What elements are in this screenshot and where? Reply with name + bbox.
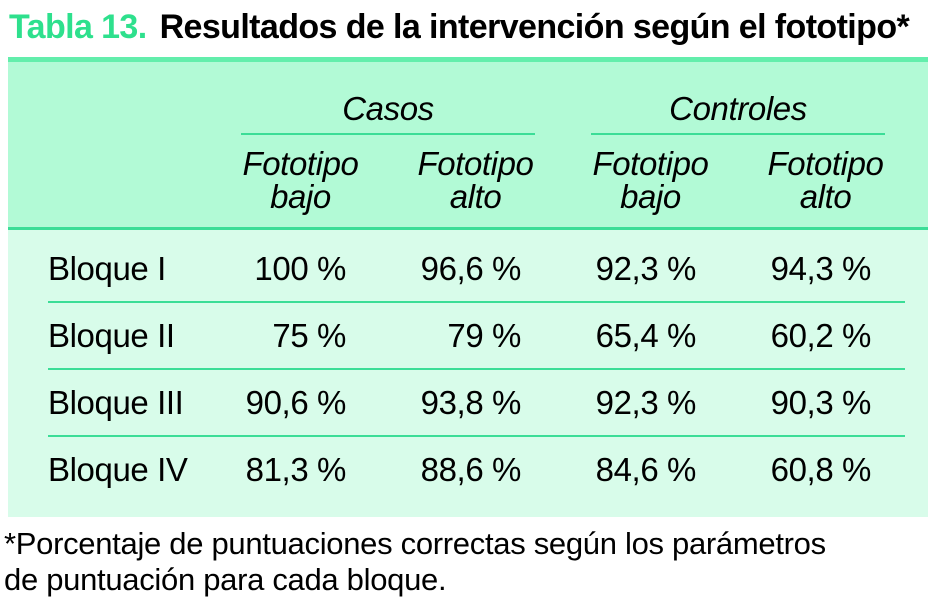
cell: 90,3 % bbox=[770, 383, 872, 421]
group-underline-casos bbox=[241, 133, 535, 135]
subheader-line: Fototipo bbox=[242, 145, 359, 182]
subheader-casos-alto: Fototipo alto bbox=[388, 147, 563, 213]
column-group-controles: Controles bbox=[563, 92, 913, 135]
row-label: Bloque II bbox=[48, 316, 175, 354]
subheader-line: alto bbox=[799, 178, 852, 215]
cell: 92,3 % bbox=[595, 383, 697, 421]
cell: 100 % bbox=[254, 249, 346, 287]
subheader-controles-bajo: Fototipo bajo bbox=[563, 147, 738, 213]
row-label: Bloque IV bbox=[48, 450, 188, 488]
group-header-spacer bbox=[8, 92, 213, 135]
table-body: Bloque I 100 % 96,6 % 92,3 % 94,3 % Bloq… bbox=[8, 230, 928, 517]
results-table: Casos Controles Fototipo bajo Fototipo a… bbox=[8, 57, 928, 517]
cell: 65,4 % bbox=[595, 316, 697, 354]
cell: 60,8 % bbox=[770, 450, 872, 488]
cell: 60,2 % bbox=[770, 316, 872, 354]
subheader-casos-bajo: Fototipo bajo bbox=[213, 147, 388, 213]
table-header: Casos Controles Fototipo bajo Fototipo a… bbox=[8, 62, 928, 227]
row-separator bbox=[48, 368, 905, 370]
group-header-row: Casos Controles bbox=[8, 92, 913, 135]
table-title: Tabla 13. Resultados de la intervención s… bbox=[9, 7, 910, 47]
row-separator bbox=[48, 301, 905, 303]
cell: 96,6 % bbox=[420, 249, 522, 287]
subheader-controles-alto: Fototipo alto bbox=[738, 147, 913, 213]
row-label: Bloque III bbox=[48, 383, 184, 421]
table-top-band bbox=[8, 57, 928, 62]
footnote-line: de puntuación para cada bloque. bbox=[4, 562, 447, 597]
table-title-text: Resultados de la intervención según el f… bbox=[159, 8, 910, 46]
subheader-row: Fototipo bajo Fototipo alto Fototipo baj… bbox=[8, 147, 913, 213]
subheader-spacer bbox=[8, 147, 213, 213]
cell: 75 % bbox=[272, 316, 346, 354]
cell: 92,3 % bbox=[595, 249, 697, 287]
cell: 93,8 % bbox=[420, 383, 522, 421]
column-group-casos: Casos bbox=[213, 92, 563, 135]
cell: 79 % bbox=[447, 316, 521, 354]
subheader-line: bajo bbox=[270, 178, 331, 215]
cell: 84,6 % bbox=[595, 450, 697, 488]
header-body-separator bbox=[8, 227, 928, 230]
row-separator bbox=[48, 435, 905, 437]
footnote-line: *Porcentaje de puntuaciones correctas se… bbox=[4, 526, 826, 561]
subheader-line: Fototipo bbox=[592, 145, 709, 182]
table-row: Bloque II 75 % 79 % 65,4 % 60,2 % bbox=[8, 303, 913, 368]
cell: 94,3 % bbox=[770, 249, 872, 287]
cell: 88,6 % bbox=[420, 450, 522, 488]
cell: 81,3 % bbox=[245, 450, 347, 488]
subheader-line: Fototipo bbox=[417, 145, 534, 182]
group-underline-controles bbox=[591, 133, 885, 135]
group-label-controles: Controles bbox=[669, 90, 807, 127]
subheader-line: Fototipo bbox=[767, 145, 884, 182]
table-footnote: *Porcentaje de puntuaciones correctas se… bbox=[4, 526, 826, 598]
table-title-number: Tabla 13. bbox=[9, 8, 147, 46]
table-row: Bloque I 100 % 96,6 % 92,3 % 94,3 % bbox=[8, 236, 913, 301]
cell: 90,6 % bbox=[245, 383, 347, 421]
row-label: Bloque I bbox=[48, 249, 166, 287]
table-row: Bloque IV 81,3 % 88,6 % 84,6 % 60,8 % bbox=[8, 437, 913, 502]
subheader-line: alto bbox=[449, 178, 502, 215]
table-row: Bloque III 90,6 % 93,8 % 92,3 % 90,3 % bbox=[8, 370, 913, 435]
subheader-line: bajo bbox=[620, 178, 681, 215]
group-label-casos: Casos bbox=[342, 90, 434, 127]
